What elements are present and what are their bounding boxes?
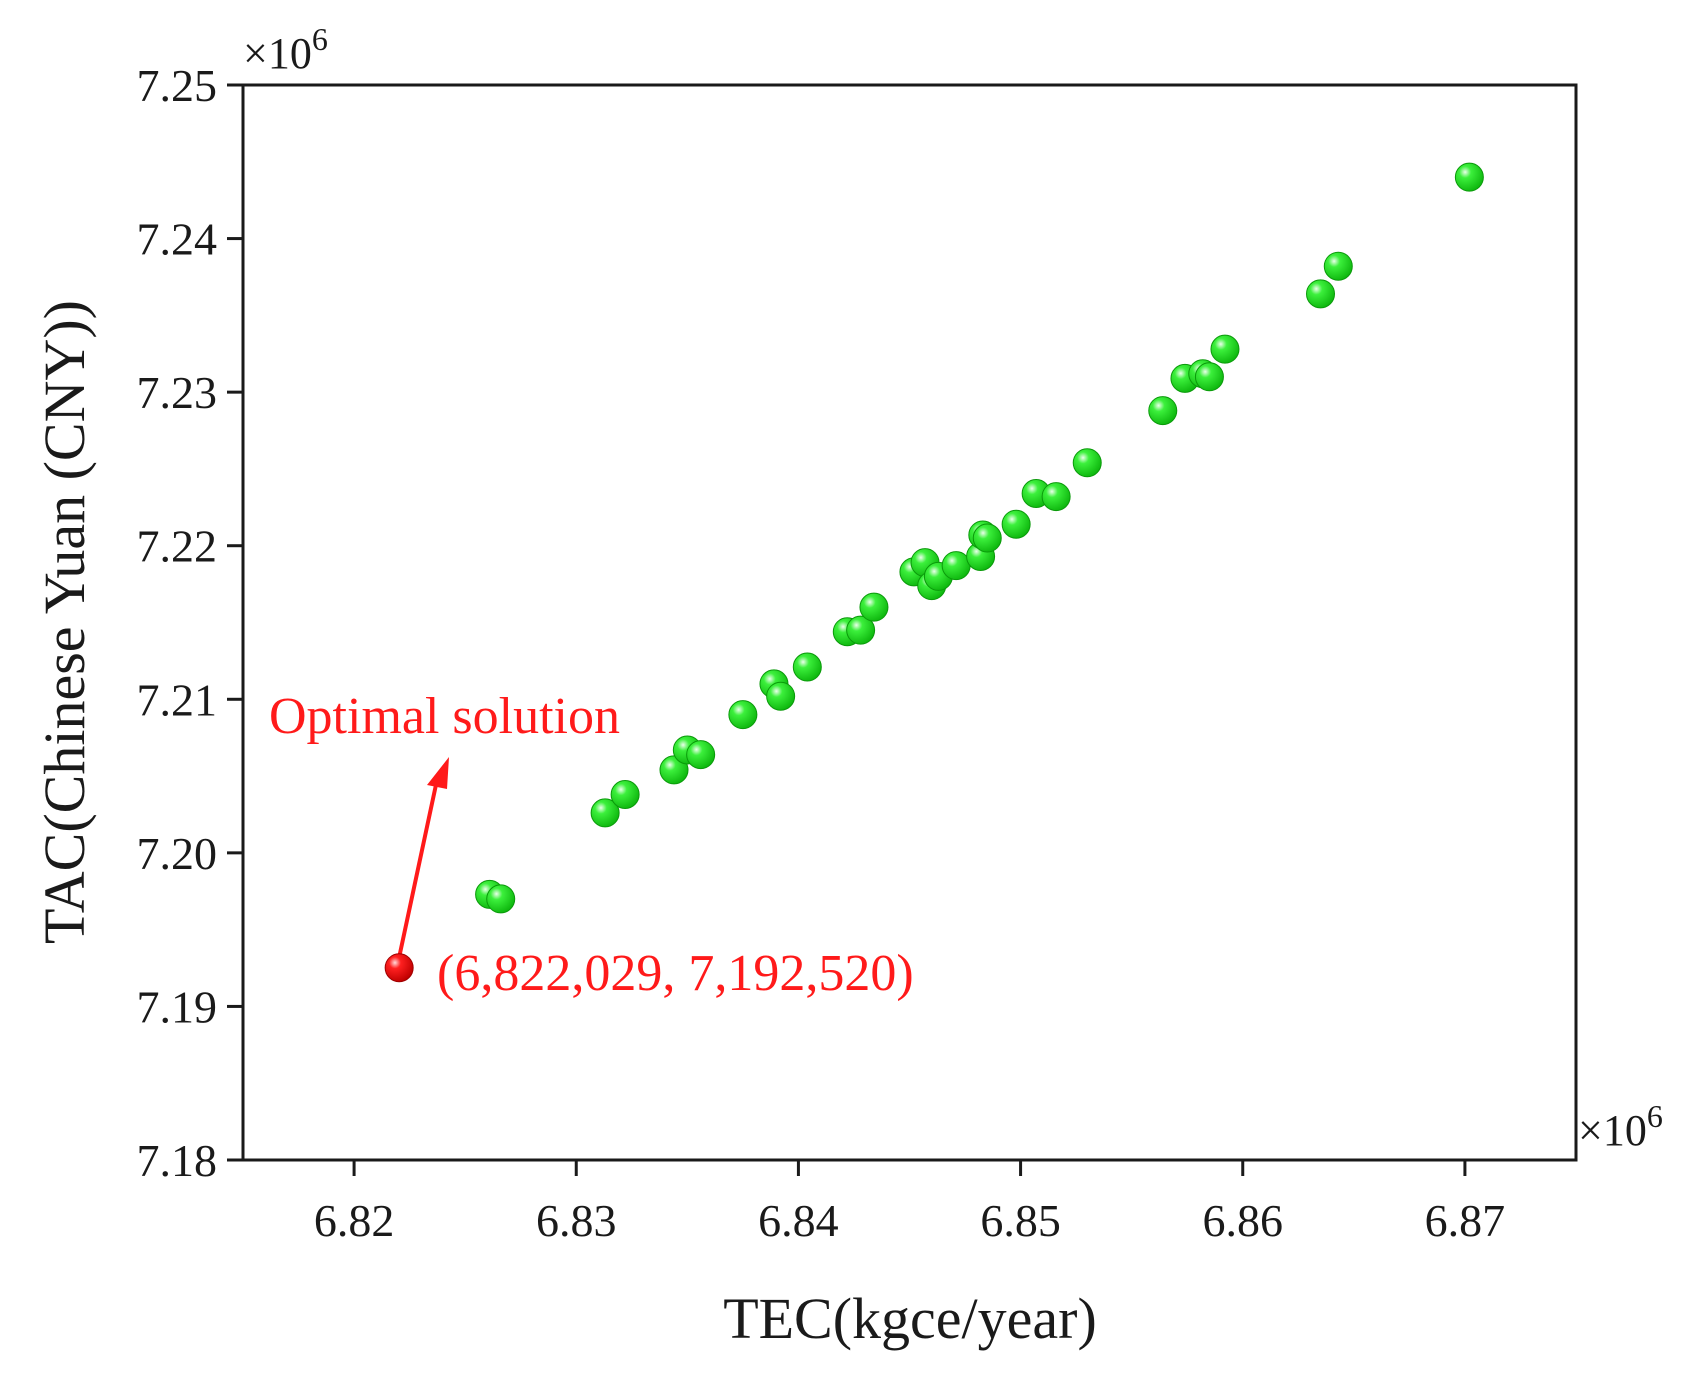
data-point <box>686 740 716 770</box>
x-tick-label: 6.85 <box>980 1195 1061 1246</box>
data-point <box>766 681 796 711</box>
y-tick-label: 7.20 <box>137 828 218 879</box>
y-tick-label: 7.18 <box>137 1135 218 1186</box>
y-axis-title: TAC(Chinese Yuan (CNY)) <box>32 300 97 944</box>
x-multiplier-base: ×10 <box>1578 1106 1647 1155</box>
data-point <box>1194 362 1224 392</box>
data-point <box>1210 334 1240 364</box>
data-point <box>1148 396 1178 426</box>
data-point <box>1306 279 1336 309</box>
data-point <box>590 798 620 828</box>
data-point <box>792 652 822 682</box>
y-tick-label: 7.22 <box>137 521 218 572</box>
optimal-solution-label: Optimal solution <box>269 688 620 745</box>
optimal-point <box>384 953 414 983</box>
optimal-solution-coords: (6,822,029, 7,192,520) <box>437 945 914 1002</box>
y-tick-label: 7.21 <box>137 674 218 725</box>
data-point <box>1454 162 1484 192</box>
x-tick-label: 6.87 <box>1425 1195 1506 1246</box>
optimal-arrow-line <box>397 779 439 959</box>
data-point <box>1041 482 1071 512</box>
plot-frame <box>241 83 1578 1162</box>
y-tick-label: 7.19 <box>137 981 218 1032</box>
x-tick-label: 6.84 <box>758 1195 839 1246</box>
y-axis-multiplier: ×106 <box>243 21 328 78</box>
x-multiplier-exponent: 6 <box>1647 1098 1663 1134</box>
optimal-series <box>384 953 414 983</box>
optimal-arrow <box>397 757 449 959</box>
data-point <box>846 615 876 645</box>
y-tick-label: 7.24 <box>137 214 218 265</box>
data-point <box>941 551 971 581</box>
y-tick-label: 7.25 <box>137 60 218 111</box>
x-axis-ticks: 6.82 6.83 6.84 6.85 6.86 6.87 <box>314 1160 1505 1246</box>
data-point <box>1072 448 1102 478</box>
data-point <box>859 592 889 622</box>
optimal-arrow-head <box>427 757 449 789</box>
data-point <box>1323 251 1353 281</box>
data-point <box>1001 509 1031 539</box>
x-axis-title: TEC(kgce/year) <box>723 1286 1097 1351</box>
data-point <box>728 700 758 730</box>
data-point <box>486 884 516 914</box>
data-point <box>610 780 640 809</box>
x-axis-multiplier: ×106 <box>1578 1098 1663 1155</box>
pareto-series <box>475 162 1484 914</box>
x-tick-label: 6.82 <box>314 1195 395 1246</box>
data-point <box>972 523 1002 553</box>
x-tick-label: 6.83 <box>536 1195 617 1246</box>
y-axis-ticks: 7.18 7.19 7.20 7.21 7.22 7.23 7.24 7.25 <box>137 60 243 1186</box>
x-tick-label: 6.86 <box>1203 1195 1284 1246</box>
y-tick-label: 7.23 <box>137 367 218 418</box>
y-multiplier-base: ×10 <box>243 29 312 78</box>
y-multiplier-exponent: 6 <box>312 21 328 57</box>
